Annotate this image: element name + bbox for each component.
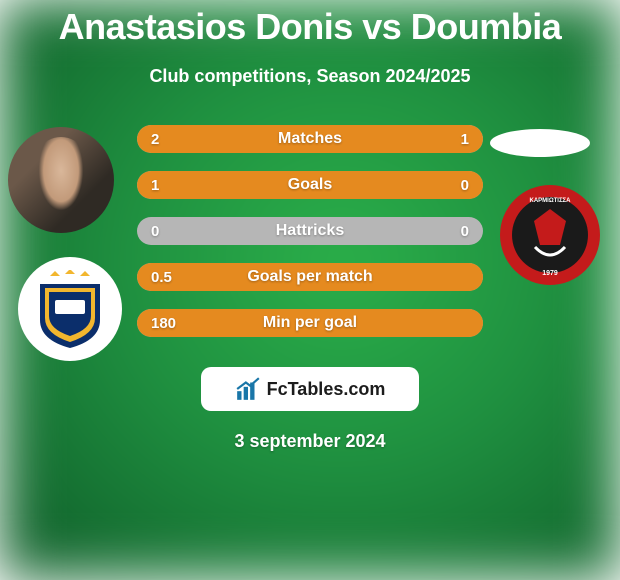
stat-label: Hattricks: [137, 222, 483, 240]
svg-text:1979: 1979: [542, 270, 558, 277]
stat-bars: 21Matches 10Goals 00Hattricks 0.5Goals per …: [137, 125, 483, 337]
fctables-logo-text: FcTables.com: [267, 379, 386, 400]
stat-row: 180Min per goal: [137, 309, 483, 337]
stat-row: 10Goals: [137, 171, 483, 199]
page-title: Anastasios Donis vs Doumbia: [0, 6, 620, 48]
stat-label: Min per goal: [137, 314, 483, 332]
stat-row: 0.5Goals per match: [137, 263, 483, 291]
content-wrapper: Anastasios Donis vs Doumbia Club competi…: [0, 0, 620, 452]
apoel-crest-icon: [35, 270, 105, 348]
stat-label: Goals: [137, 176, 483, 194]
svg-text:ΚΑΡΜΙΩΤΙΣΣΑ: ΚΑΡΜΙΩΤΙΣΣΑ: [529, 198, 571, 204]
stat-row: 00Hattricks: [137, 217, 483, 245]
player-right-crest: ΚΑΡΜΙΩΤΙΣΣΑ 1979: [500, 185, 600, 285]
fctables-logo-box: FcTables.com: [201, 367, 419, 411]
stat-label: Goals per match: [137, 268, 483, 286]
date-text: 3 september 2024: [0, 431, 620, 452]
player-left-avatar: [8, 127, 114, 233]
chart-icon: [235, 376, 261, 402]
stat-row: 21Matches: [137, 125, 483, 153]
karmiotissa-crest-icon: ΚΑΡΜΙΩΤΙΣΣΑ 1979: [500, 185, 600, 285]
player-right-avatar-placeholder: [490, 129, 590, 157]
subtitle: Club competitions, Season 2024/2025: [0, 66, 620, 87]
player-left-crest: [18, 257, 122, 361]
stat-label: Matches: [137, 130, 483, 148]
stats-area: ΚΑΡΜΙΩΤΙΣΣΑ 1979 21Matches 10Goals 00Hattr…: [0, 125, 620, 337]
